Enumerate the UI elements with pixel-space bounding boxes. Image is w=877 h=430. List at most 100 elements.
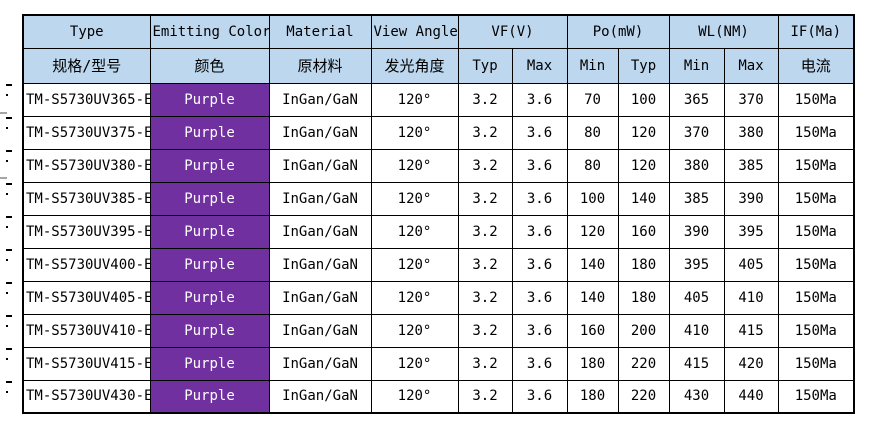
cell-po-min: 140 [566,280,619,315]
cell-wl-min: 430 [668,379,725,414]
cell-material: InGan/GaN [268,379,372,414]
cell-po-typ: 220 [617,346,670,381]
cell-view-angle: 120° [370,181,459,216]
subheader-po-typ: Typ [617,47,670,84]
subheader-vf-typ: Typ [457,47,513,84]
cell-emitting-color: Purple [149,280,270,315]
header-if: IF(Ma) [777,14,855,49]
row-tick-mark [6,325,8,327]
subheader-color-cn: 颜色 [149,47,270,84]
cell-wl-min: 405 [668,280,725,315]
cell-vf-max: 3.6 [511,280,568,315]
table-row: TM-S5730UV395-E Purple InGan/GaN 120° 3.… [22,214,855,249]
cell-vf-typ: 3.2 [457,181,513,216]
row-tick-mark [6,94,8,96]
cell-type: TM-S5730UV385-E [22,181,151,216]
subheader-wl-min: Min [668,47,725,84]
cell-if: 150Ma [777,280,855,315]
row-tick-mark [6,193,8,195]
table-row: TM-S5730UV405-E Purple InGan/GaN 120° 3.… [22,280,855,315]
table-row: TM-S5730UV400-E Purple InGan/GaN 120° 3.… [22,247,855,282]
cell-po-typ: 200 [617,313,670,348]
cell-vf-typ: 3.2 [457,82,513,117]
cell-material: InGan/GaN [268,115,372,150]
cell-view-angle: 120° [370,379,459,414]
table-row: TM-S5730UV380-E Purple InGan/GaN 120° 3.… [22,148,855,183]
cell-emitting-color: Purple [149,82,270,117]
cell-material: InGan/GaN [268,247,372,282]
cell-vf-max: 3.6 [511,379,568,414]
subheader-wl-max: Max [723,47,779,84]
cell-emitting-color: Purple [149,115,270,150]
row-tick-mark [6,249,12,251]
cell-material: InGan/GaN [268,181,372,216]
cell-vf-max: 3.6 [511,346,568,381]
cell-type: TM-S5730UV375-E [22,115,151,150]
cell-if: 150Ma [777,379,855,414]
cell-emitting-color: Purple [149,313,270,348]
row-tick-mark [6,216,12,218]
cell-if: 150Ma [777,313,855,348]
cell-type: TM-S5730UV410-E [22,313,151,348]
cell-vf-max: 3.6 [511,313,568,348]
row-tick-mark [6,226,8,228]
cell-wl-max: 390 [723,181,779,216]
subheader-type-cn: 规格/型号 [22,47,151,84]
cell-vf-typ: 3.2 [457,247,513,282]
cell-po-typ: 120 [617,148,670,183]
cell-po-typ: 160 [617,214,670,249]
cell-emitting-color: Purple [149,247,270,282]
cell-type: TM-S5730UV365-E [22,82,151,117]
cell-wl-max: 415 [723,313,779,348]
row-tick-mark [6,315,12,317]
table-row: TM-S5730UV375-E Purple InGan/GaN 120° 3.… [22,115,855,150]
cell-material: InGan/GaN [268,313,372,348]
led-spec-table: Type Emitting Color Material View Angle … [22,14,856,414]
page-break-mark [0,112,7,114]
cell-view-angle: 120° [370,280,459,315]
cell-if: 150Ma [777,148,855,183]
subheader-vf-max: Max [511,47,568,84]
row-tick-mark [6,183,12,185]
cell-po-typ: 220 [617,379,670,414]
cell-wl-min: 395 [668,247,725,282]
header-row-english: Type Emitting Color Material View Angle … [22,14,855,49]
cell-vf-typ: 3.2 [457,346,513,381]
cell-po-typ: 180 [617,280,670,315]
header-material: Material [268,14,372,49]
cell-wl-max: 420 [723,346,779,381]
subheader-view-angle-cn: 发光角度 [370,47,459,84]
cell-type: TM-S5730UV400-E [22,247,151,282]
header-view-angle: View Angle [370,14,459,49]
cell-po-min: 140 [566,247,619,282]
cell-po-typ: 100 [617,82,670,117]
cell-po-typ: 140 [617,181,670,216]
cell-emitting-color: Purple [149,379,270,414]
cell-vf-max: 3.6 [511,82,568,117]
cell-view-angle: 120° [370,115,459,150]
header-row-chinese: 规格/型号 颜色 原材料 发光角度 Typ Max Min Typ Min Ma… [22,47,855,84]
cell-if: 150Ma [777,247,855,282]
cell-wl-min: 415 [668,346,725,381]
cell-emitting-color: Purple [149,148,270,183]
cell-vf-typ: 3.2 [457,313,513,348]
cell-material: InGan/GaN [268,346,372,381]
cell-wl-min: 410 [668,313,725,348]
row-tick-mark [6,381,12,383]
table-row: TM-S5730UV410-E Purple InGan/GaN 120° 3.… [22,313,855,348]
cell-type: TM-S5730UV380-E [22,148,151,183]
cell-vf-max: 3.6 [511,181,568,216]
cell-wl-min: 370 [668,115,725,150]
row-tick-mark [6,292,8,294]
cell-vf-max: 3.6 [511,148,568,183]
cell-view-angle: 120° [370,82,459,117]
page-break-mark [0,177,7,179]
cell-material: InGan/GaN [268,82,372,117]
cell-if: 150Ma [777,115,855,150]
cell-vf-max: 3.6 [511,115,568,150]
row-tick-mark [6,127,8,129]
cell-wl-min: 380 [668,148,725,183]
cell-wl-max: 440 [723,379,779,414]
row-tick-mark [6,348,12,350]
